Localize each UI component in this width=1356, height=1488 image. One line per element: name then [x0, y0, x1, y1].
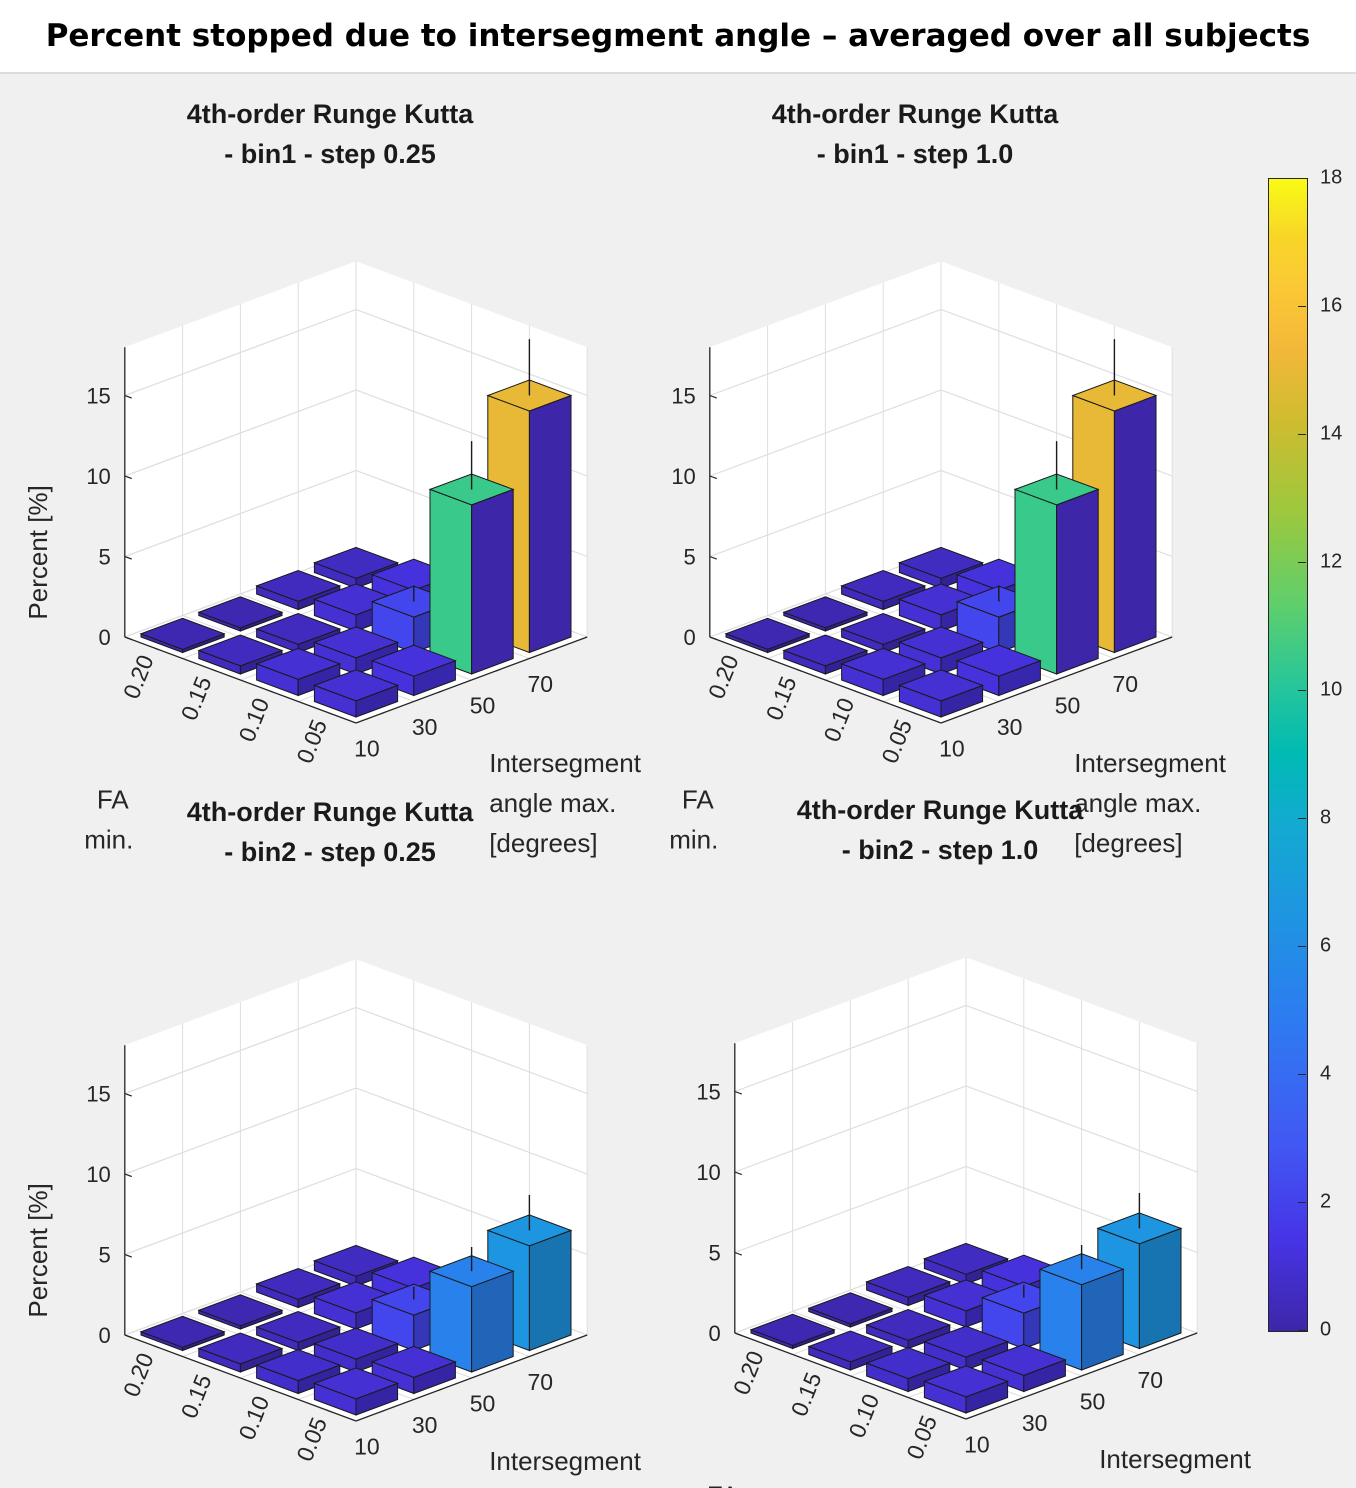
- fa-tick-label: 0.05: [291, 1414, 332, 1465]
- bar-face-front-right: [1139, 1228, 1181, 1348]
- z-tick-label: 0: [99, 625, 111, 650]
- colorbar-tick-label: 10: [1320, 679, 1342, 702]
- bar-face-front-left: [1015, 489, 1057, 674]
- fa-tick-label: 0.10: [843, 1390, 884, 1441]
- angle-tick-label: 50: [470, 1390, 496, 1416]
- bar-face-front-right: [1082, 1269, 1124, 1370]
- colorbar-tick: [1298, 562, 1306, 563]
- angle-tick-label: 70: [1138, 1367, 1164, 1393]
- angle-tick-label: 10: [939, 735, 965, 761]
- bar-face-front-right: [529, 1230, 571, 1350]
- bar3-plot: 051015103050700.200.150.100.05FAmin.Inte…: [30, 788, 630, 1488]
- colorbar-tick: [1298, 946, 1306, 947]
- colorbar-tick-label: 4: [1320, 1063, 1331, 1086]
- z-tick-label: 10: [86, 464, 110, 489]
- colorbar-tick-label: 6: [1320, 935, 1331, 958]
- colorbar-tick: [1298, 1202, 1306, 1203]
- fa-tick-label: 0.15: [176, 673, 217, 724]
- colorbar-tick: [1298, 434, 1306, 435]
- colorbar-tick-label: 14: [1320, 423, 1342, 446]
- angle-tick-label: 30: [997, 714, 1023, 740]
- angle-tick-label: 10: [354, 735, 380, 761]
- chart-panel-bin2-step-10: 4th-order Runge Kutta - bin2 - step 1.0 …: [640, 786, 1240, 1486]
- angle-tick-label: 50: [1055, 692, 1081, 718]
- z-tick-label: 0: [684, 625, 696, 650]
- fa-tick-label: 0.05: [901, 1412, 942, 1463]
- z-tick-label: 15: [86, 384, 110, 409]
- angle-axis-label: Intersegment: [489, 1446, 642, 1476]
- z-tick-label: 5: [684, 545, 696, 570]
- angle-tick-label: 70: [528, 671, 554, 697]
- angle-axis-label: Intersegment: [1074, 748, 1227, 778]
- figure-title: Percent stopped due to intersegment angl…: [46, 18, 1311, 54]
- angle-axis-label: angle max.: [1099, 1484, 1226, 1488]
- colorbar-tick: [1298, 690, 1306, 691]
- fa-axis-label: FA: [97, 1483, 129, 1488]
- angle-tick-label: 50: [1080, 1388, 1106, 1414]
- chart-panel-bin1-step-025: 4th-order Runge Kutta - bin1 - step 0.25…: [30, 90, 630, 790]
- z-tick-label: 15: [671, 384, 695, 409]
- chart-panel-bin1-step-10: 4th-order Runge Kutta - bin1 - step 1.0 …: [615, 90, 1215, 790]
- z-tick-label: 5: [99, 1243, 111, 1268]
- colorbar-tick-label: 2: [1320, 1191, 1331, 1214]
- bar-face-front-left: [430, 489, 472, 674]
- z-tick-label: 5: [99, 545, 111, 570]
- bar3-plot: 051015103050700.200.150.100.05FAmin.Inte…: [640, 786, 1240, 1486]
- fa-tick-label: 0.05: [876, 716, 917, 767]
- colorbar-tick-label: 12: [1320, 551, 1342, 574]
- angle-tick-label: 70: [528, 1369, 554, 1395]
- bar-face-front-right: [1114, 396, 1156, 653]
- z-axis-label: Percent [%]: [23, 1183, 53, 1317]
- z-tick-label: 5: [709, 1241, 721, 1266]
- fa-tick-label: 0.10: [233, 1392, 274, 1443]
- z-tick-label: 15: [696, 1080, 720, 1105]
- colorbar-tick-label: 0: [1320, 1319, 1331, 1342]
- z-tick-label: 15: [86, 1082, 110, 1107]
- colorbar-tick: [1298, 1074, 1306, 1075]
- bar-face-front-right: [472, 489, 514, 674]
- colorbar-tick: [1298, 818, 1306, 819]
- fa-tick-label: 0.20: [118, 651, 159, 702]
- angle-axis-label: Intersegment: [1099, 1444, 1252, 1474]
- z-tick-label: 10: [696, 1160, 720, 1185]
- colorbar-tick-label: 8: [1320, 807, 1331, 830]
- z-axis-label: Percent [%]: [23, 485, 53, 619]
- angle-tick-label: 70: [1113, 671, 1139, 697]
- angle-tick-label: 10: [964, 1431, 990, 1457]
- colorbar-tick-label: 18: [1320, 167, 1342, 190]
- fa-tick-label: 0.20: [118, 1349, 159, 1400]
- angle-tick-label: 50: [470, 692, 496, 718]
- colorbar-gradient: [1268, 178, 1308, 1332]
- colorbar-tick: [1298, 178, 1306, 179]
- chart-panel-bin2-step-025: 4th-order Runge Kutta - bin2 - step 0.25…: [30, 788, 630, 1488]
- fa-tick-label: 0.15: [786, 1369, 827, 1420]
- z-tick-label: 10: [671, 464, 695, 489]
- fa-tick-label: 0.20: [703, 651, 744, 702]
- fa-tick-label: 0.15: [761, 673, 802, 724]
- colorbar-tick: [1298, 306, 1306, 307]
- bar-face-front-right: [529, 396, 571, 653]
- fa-tick-label: 0.20: [728, 1347, 769, 1398]
- colorbar-tick-label: 16: [1320, 295, 1342, 318]
- angle-tick-label: 10: [354, 1433, 380, 1459]
- fa-tick-label: 0.10: [233, 694, 274, 745]
- fa-axis-label: FA: [707, 1481, 739, 1488]
- z-tick-label: 10: [86, 1162, 110, 1187]
- figure-header: Percent stopped due to intersegment angl…: [0, 0, 1356, 74]
- bar-face-front-right: [472, 1271, 514, 1372]
- fa-tick-label: 0.10: [818, 694, 859, 745]
- fa-tick-label: 0.05: [291, 716, 332, 767]
- fa-tick-label: 0.15: [176, 1371, 217, 1422]
- angle-tick-label: 30: [412, 714, 438, 740]
- angle-tick-label: 30: [412, 1412, 438, 1438]
- z-tick-label: 0: [709, 1321, 721, 1346]
- angle-tick-label: 30: [1022, 1410, 1048, 1436]
- z-tick-label: 0: [99, 1323, 111, 1348]
- bar-face-front-right: [1057, 489, 1099, 674]
- colorbar-tick: [1298, 1330, 1306, 1331]
